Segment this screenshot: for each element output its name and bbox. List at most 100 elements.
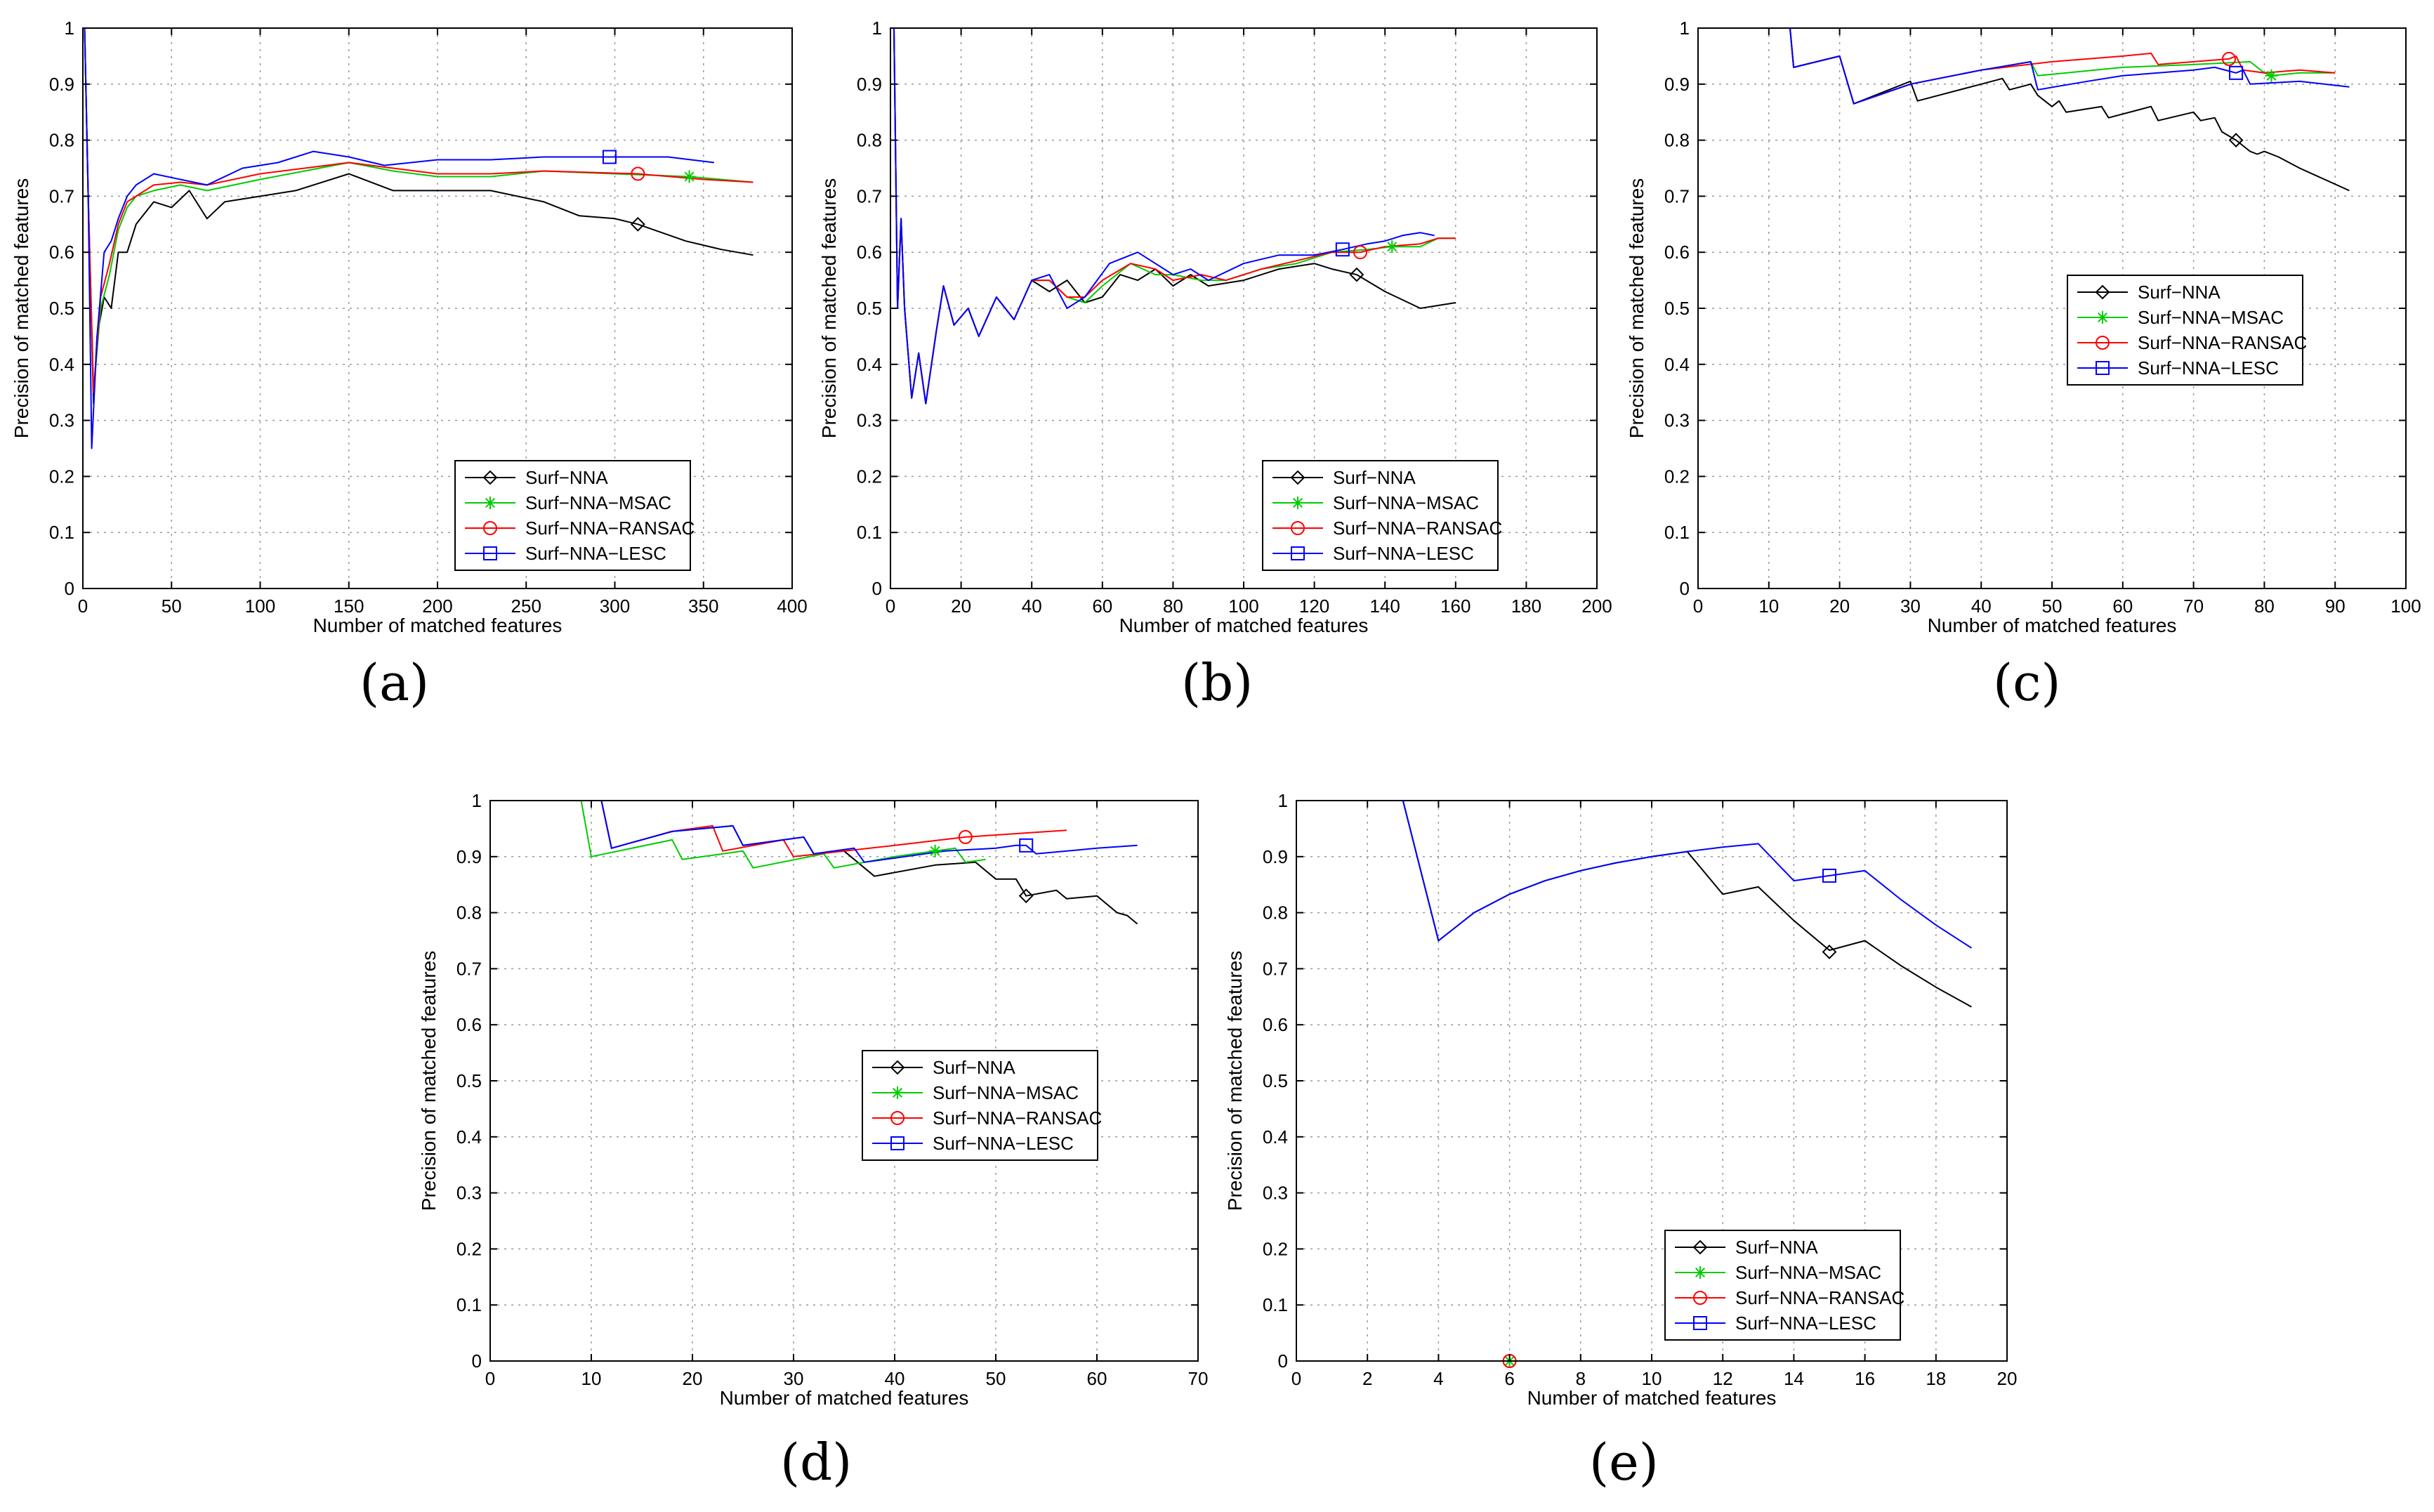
x-axis-label: Number of matched features — [1928, 614, 2177, 636]
y-tick-label: 0.2 — [49, 466, 74, 487]
y-tick-label: 0.4 — [1263, 1126, 1288, 1148]
y-tick-label: 1 — [65, 18, 74, 39]
legend: Surf−NNA Surf−NNA−MSAC Surf−NNA−RANSAC Surf… — [2067, 275, 2307, 386]
legend-label: Surf−NNA−RANSAC — [1333, 518, 1502, 539]
series-line-square — [1331, 800, 1972, 949]
y-tick-label: 0 — [1680, 578, 1690, 599]
chart-c: 0 10 20 30 40 50 60 70 80 90 100 0 0.1 0.2 0.3 0.4 0.5 0.… — [1626, 18, 2421, 636]
x-tick-label: 120 — [1299, 596, 1329, 617]
y-tick-label: 0.4 — [1664, 354, 1690, 375]
x-tick-label: 0 — [78, 596, 88, 617]
x-tick-label: 0 — [485, 1368, 495, 1389]
x-tick-label: 30 — [1900, 596, 1921, 617]
series-marker-square — [602, 150, 617, 164]
legend-label: Surf−NNA−LESC — [933, 1133, 1074, 1154]
series-group — [84, 27, 754, 449]
x-tick-label: 100 — [2390, 596, 2421, 617]
y-tick-label: 0.6 — [1263, 1014, 1288, 1035]
x-tick-label: 70 — [2183, 596, 2204, 617]
x-tick-label: 60 — [2112, 596, 2133, 617]
x-tick-label: 140 — [1370, 596, 1400, 617]
x-tick-label: 350 — [688, 596, 718, 617]
series-line-diamond — [1705, 27, 2350, 192]
y-tick-label: 0.5 — [857, 298, 882, 319]
legend-label: Surf−NNA−MSAC — [933, 1082, 1079, 1103]
y-tick-label: 0.6 — [1664, 242, 1690, 263]
series-marker-diamond — [1018, 888, 1034, 904]
legend-label: Surf−NNA−MSAC — [525, 492, 671, 513]
series-marker-square — [1335, 242, 1350, 257]
chart-a: 0 50 100 150 200 250 300 350 400 0 0.1 0.2 0.3 0.4 0.5… — [11, 18, 808, 636]
chart-b: 0 20 40 60 80 100 120 140 160 180 200 0 0.1 0.2 0.3 0.4… — [818, 18, 1612, 636]
x-tick-label: 20 — [951, 596, 971, 617]
series-marker-star — [1386, 240, 1399, 254]
y-axis-label: Precision of matched features — [1626, 178, 1647, 438]
y-tick-label: 0.5 — [1263, 1070, 1288, 1091]
legend-marker-circle — [890, 1111, 904, 1125]
x-tick-label: 4 — [1433, 1368, 1443, 1389]
x-tick-label: 12 — [1713, 1368, 1733, 1389]
legend-marker-circle — [1291, 521, 1305, 535]
x-tick-label: 200 — [422, 596, 452, 617]
x-tick-label: 200 — [1581, 596, 1612, 617]
legend-marker-star — [1694, 1266, 1706, 1279]
x-tick-label: 400 — [777, 596, 807, 617]
y-tick-label: 0.7 — [49, 185, 74, 206]
y-tick-label: 0.1 — [1664, 522, 1690, 543]
series-marker-diamond — [1349, 267, 1364, 282]
series-marker-square — [1822, 868, 1836, 883]
series-line-diamond — [84, 27, 754, 405]
x-axis-label: Number of matched features — [1527, 1387, 1777, 1409]
y-tick-label: 0.2 — [456, 1238, 482, 1259]
y-tick-label: 0.6 — [857, 242, 882, 263]
y-tick-label: 0.8 — [49, 130, 74, 151]
x-tick-label: 0 — [886, 596, 895, 617]
legend-marker-circle — [483, 521, 497, 535]
y-axis-label: Precision of matched features — [818, 178, 840, 438]
series-marker-circle — [2222, 51, 2236, 66]
legend-marker-star — [2096, 311, 2109, 324]
legend: Surf−NNA Surf−NNA−MSAC Surf−NNA−RANSAC Surf… — [1262, 460, 1502, 571]
y-tick-label: 0 — [65, 578, 74, 599]
legend-label: Surf−NNA — [525, 467, 608, 488]
y-tick-label: 1 — [1680, 18, 1690, 39]
y-tick-label: 1 — [472, 790, 482, 811]
legend-label: Surf−NNA−RANSAC — [2138, 332, 2307, 353]
y-tick-label: 0.5 — [456, 1070, 482, 1091]
y-tick-label: 0.4 — [857, 354, 882, 375]
y-tick-label: 0.5 — [49, 298, 74, 319]
legend-label: Surf−NNA−LESC — [525, 543, 666, 564]
legend-label: Surf−NNA−RANSAC — [525, 518, 695, 539]
series-line-square — [1705, 27, 2350, 105]
legend-marker-square — [483, 546, 497, 560]
x-tick-label: 0 — [1291, 1368, 1301, 1389]
series-line-star — [500, 800, 986, 869]
series-marker-circle — [958, 829, 973, 844]
x-axis-label: Number of matched features — [720, 1387, 969, 1409]
y-tick-label: 0.2 — [857, 466, 882, 487]
x-tick-label: 2 — [1362, 1368, 1372, 1389]
y-tick-label: 0.3 — [1263, 1183, 1288, 1204]
y-tick-label: 0.2 — [1664, 466, 1690, 487]
x-tick-label: 20 — [1829, 596, 1850, 617]
y-axis-label: Precision of matched features — [11, 178, 32, 438]
legend-label: Surf−NNA−RANSAC — [1735, 1287, 1905, 1308]
y-axis-label: Precision of matched features — [418, 951, 440, 1211]
legend-marker-diamond — [1692, 1240, 1708, 1255]
legend-marker-star — [891, 1086, 904, 1099]
x-tick-label: 0 — [1693, 596, 1703, 617]
legend-label: Surf−NNA−MSAC — [1333, 492, 1479, 513]
x-tick-label: 100 — [245, 596, 275, 617]
y-tick-label: 0.1 — [1263, 1294, 1288, 1315]
x-tick-label: 20 — [683, 1368, 703, 1389]
x-tick-label: 18 — [1926, 1368, 1946, 1389]
x-tick-label: 60 — [1092, 596, 1112, 617]
y-tick-label: 0.7 — [1263, 958, 1288, 979]
chart-d: 0 10 20 30 40 50 60 70 0 0.1 0.2 0.3 0.4 0.5 0.6 0.7 0.8… — [418, 790, 1208, 1409]
y-tick-label: 0.1 — [49, 522, 74, 543]
y-tick-label: 0.9 — [857, 74, 882, 95]
legend-label: Surf−NNA−LESC — [2138, 357, 2279, 379]
x-tick-label: 16 — [1855, 1368, 1875, 1389]
series-marker-circle — [631, 166, 645, 181]
legend-marker-diamond — [482, 470, 498, 485]
